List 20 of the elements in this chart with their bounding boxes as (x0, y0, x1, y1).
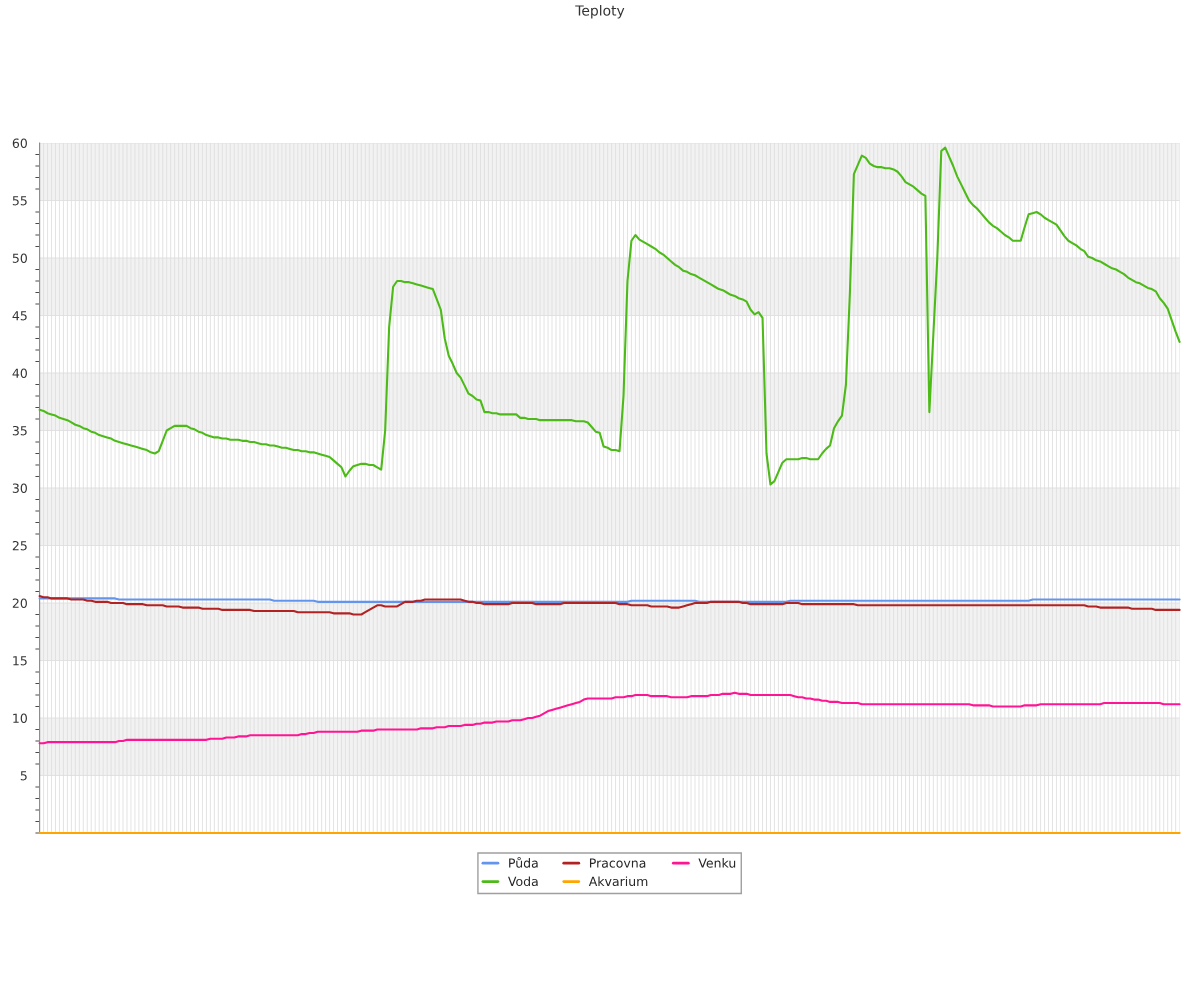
y-tick-label: 50 (12, 253, 27, 263)
y-tick-label: 40 (12, 368, 27, 378)
y-tick-label: 20 (12, 598, 27, 608)
y-tick-label: 25 (12, 540, 27, 551)
y-tick-label: 30 (12, 483, 27, 493)
legend-label: Půda (509, 856, 538, 868)
legend-label: Voda (508, 876, 538, 887)
line-series (38, 691, 1181, 745)
legend-label: Venku (698, 858, 736, 868)
y-tick-label: 5 (20, 771, 27, 781)
line-series (38, 595, 1181, 616)
y-tick-label: 35 (12, 425, 27, 436)
legend-label: Akvarium (588, 876, 648, 887)
y-tick-label: 55 (12, 196, 27, 206)
y-tick-label: 60 (12, 138, 27, 148)
y-tick-label: 45 (12, 311, 27, 321)
legend-label: Pracovna (589, 858, 646, 868)
chart-title: Teploty (575, 5, 625, 19)
y-tick-label: 15 (13, 656, 27, 666)
y-tick-label: 10 (13, 713, 27, 723)
